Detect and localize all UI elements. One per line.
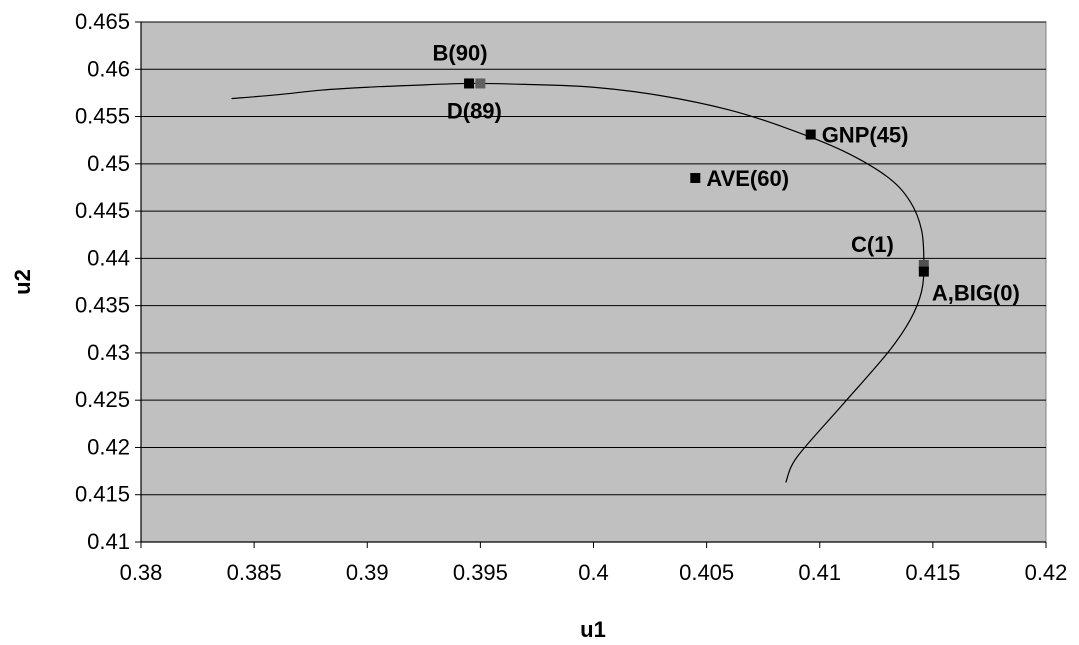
x-tick-label: 0.39	[346, 560, 389, 585]
data-point-marker	[690, 173, 701, 183]
x-tick-labels: 0.38 0.385 0.39 0.395 0.4 0.405 0.41 0.415 0.42	[120, 560, 1068, 585]
point-label: B(90)	[433, 40, 488, 65]
point-labels: B(90) D(89) GNP(45) AVE(60) C(1) A,BIG(0)	[433, 40, 1020, 305]
y-tick-label: 0.45	[87, 151, 130, 176]
y-tick-label: 0.435	[75, 293, 130, 318]
x-axis-title: u1	[580, 617, 606, 642]
y-tick-label: 0.43	[87, 340, 130, 365]
y-axis-title: u2	[10, 269, 35, 295]
x-tick-label: 0.395	[453, 560, 508, 585]
axes	[135, 21, 1047, 548]
point-label: A,BIG(0)	[932, 281, 1020, 306]
data-point-marker	[464, 78, 475, 89]
y-tick-labels: 0.41 0.415 0.42 0.425 0.43 0.435 0.44 0.445 0.45…	[75, 9, 130, 554]
point-label: GNP(45)	[822, 123, 909, 148]
y-tick-label: 0.46	[87, 56, 130, 81]
x-tick-label: 0.42	[1025, 560, 1068, 585]
x-tick-label: 0.4	[578, 560, 609, 585]
data-point-marker	[918, 259, 929, 270]
y-tick-label: 0.41	[87, 529, 130, 554]
plot-area	[140, 21, 1047, 543]
y-tick-label: 0.455	[75, 104, 130, 129]
x-tick-label: 0.41	[798, 560, 841, 585]
y-tick-label: 0.465	[75, 9, 130, 34]
x-tick-label: 0.405	[679, 560, 734, 585]
point-label: D(89)	[447, 98, 502, 123]
point-label: AVE(60)	[706, 166, 789, 191]
x-tick-label: 0.415	[905, 560, 960, 585]
y-tick-label: 0.415	[75, 482, 130, 507]
data-point-marker	[918, 266, 929, 277]
y-tick-label: 0.42	[87, 434, 130, 459]
data-point-marker	[805, 129, 816, 140]
x-tick-label: 0.38	[120, 560, 163, 585]
gridlines	[141, 21, 1046, 496]
x-tick-label: 0.385	[227, 560, 282, 585]
data-point-marker	[475, 78, 486, 89]
y-tick-label: 0.44	[87, 245, 130, 270]
point-label: C(1)	[851, 232, 894, 257]
y-tick-label: 0.425	[75, 387, 130, 412]
data-points	[464, 78, 929, 277]
y-tick-label: 0.445	[75, 198, 130, 223]
